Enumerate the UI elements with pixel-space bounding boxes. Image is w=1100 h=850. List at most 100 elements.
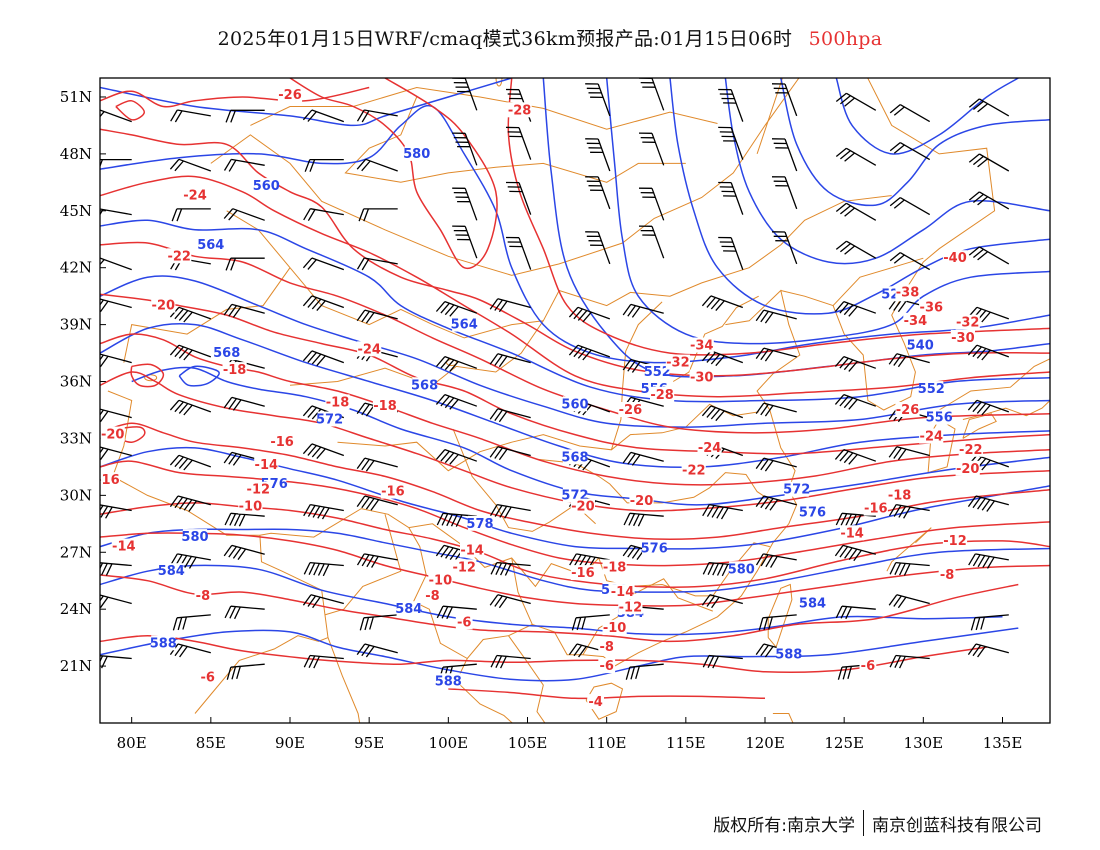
contour-label-bg xyxy=(455,614,473,630)
contour-label-bg xyxy=(955,314,980,330)
contour-label: 556 xyxy=(926,411,953,426)
contour-label: -16 xyxy=(571,566,595,581)
axis-labels: 80E 85E 90E 95E 100E 105E 110E 115E 120E 125E 130E… xyxy=(60,88,1023,752)
contour-label: -12 xyxy=(619,600,643,615)
contour-label-bg xyxy=(562,396,588,412)
lat-tick-label: 30N xyxy=(60,486,92,504)
wind-barb xyxy=(967,399,1010,416)
contour-label-bg xyxy=(357,341,382,357)
wind-barb xyxy=(302,295,345,312)
wind-barb xyxy=(638,132,665,166)
wind-barb xyxy=(100,562,132,576)
contour-label: -18 xyxy=(373,399,397,414)
boundary-line xyxy=(226,210,544,339)
wind-barb xyxy=(489,446,531,461)
temperature-contour xyxy=(100,333,1050,486)
boundary-line xyxy=(772,713,794,723)
contour-label: -6 xyxy=(861,659,875,674)
wind-barb xyxy=(834,393,877,410)
boundary-line xyxy=(327,637,361,723)
contour-label-bg xyxy=(642,540,667,556)
contour-label-bg xyxy=(270,434,295,450)
wind-barb xyxy=(489,353,531,368)
lat-tick-label: 42N xyxy=(60,259,92,277)
wind-barb xyxy=(771,138,798,172)
height-contour xyxy=(724,78,1050,265)
contour-label-bg xyxy=(372,398,398,414)
lat-tick-label: 39N xyxy=(60,316,92,334)
wind-barb xyxy=(968,191,1010,210)
contour-label: 568 xyxy=(213,346,240,361)
contour-label-bg xyxy=(151,635,176,651)
wind-barb xyxy=(303,561,344,577)
height-contour xyxy=(605,78,1050,345)
wind-barb xyxy=(888,446,930,461)
wind-barb xyxy=(585,83,611,117)
contour-label-bg xyxy=(598,639,616,655)
contour-label-bg xyxy=(681,462,706,478)
contour-label: -6 xyxy=(200,671,214,686)
wind-barb xyxy=(100,208,132,216)
wind-barb xyxy=(968,246,1010,265)
contour-label: -20 xyxy=(630,494,654,509)
boundary-line xyxy=(250,86,718,130)
lat-tick-label: 33N xyxy=(60,429,92,447)
wind-barb xyxy=(356,158,398,172)
contour-label: -18 xyxy=(326,395,350,410)
wind-barb xyxy=(718,236,744,270)
wind-barb xyxy=(758,614,797,631)
wind-barb xyxy=(359,614,398,631)
contour-label: 588 xyxy=(150,636,177,651)
contour-label: -26 xyxy=(896,403,920,418)
contour-label-bg xyxy=(919,381,944,397)
wind-barb xyxy=(718,181,744,215)
wind-barb xyxy=(505,126,532,160)
temperature-contour xyxy=(100,460,1050,567)
wind-barbs xyxy=(100,78,1010,680)
contour-label-bg xyxy=(610,584,635,600)
boundary-line xyxy=(886,527,932,572)
wind-barb xyxy=(835,605,876,620)
wind-barb xyxy=(225,109,265,123)
contour-label: -24 xyxy=(183,189,207,204)
contour-label-bg xyxy=(887,487,912,503)
wind-barb xyxy=(358,208,398,222)
wind-barb xyxy=(223,303,265,318)
contour-label-bg xyxy=(380,483,405,499)
contour-label-bg xyxy=(214,345,239,361)
contour-label: 564 xyxy=(451,318,478,333)
wind-barb xyxy=(755,553,797,568)
contour-label: -6 xyxy=(457,616,471,631)
wind-barb xyxy=(888,503,930,519)
contour-label-bg xyxy=(598,658,616,674)
contour-label-bg xyxy=(254,178,279,194)
wind-barb xyxy=(835,92,877,111)
contour-label-bg xyxy=(950,329,975,345)
wind-barb xyxy=(888,594,930,609)
wind-barb xyxy=(835,512,876,527)
contour-label: 552 xyxy=(644,365,671,380)
height-contour xyxy=(100,275,1050,428)
wind-barb xyxy=(356,109,398,123)
temperature-contour xyxy=(130,363,165,388)
contour-label-bg xyxy=(159,563,184,579)
height-contour xyxy=(100,104,1050,364)
wind-barb xyxy=(356,553,398,568)
temperature-contours xyxy=(100,78,1050,700)
wind-barb xyxy=(505,181,532,215)
contour-label-bg xyxy=(602,620,627,636)
wind-barb xyxy=(302,257,345,271)
wind-barb xyxy=(223,208,265,221)
wind-barb xyxy=(225,257,265,271)
contour-label-bg xyxy=(618,402,643,417)
contour-label-bg xyxy=(100,426,125,442)
contour-label-bg xyxy=(277,87,303,103)
wind-barb xyxy=(436,605,477,620)
contour-label-bg xyxy=(919,428,944,444)
boundary-line xyxy=(672,295,759,382)
wind-barb xyxy=(169,344,212,361)
contour-label-bg xyxy=(955,460,980,476)
height-contour xyxy=(835,78,1019,155)
wind-barb xyxy=(356,309,398,324)
wind-barb xyxy=(622,451,664,466)
